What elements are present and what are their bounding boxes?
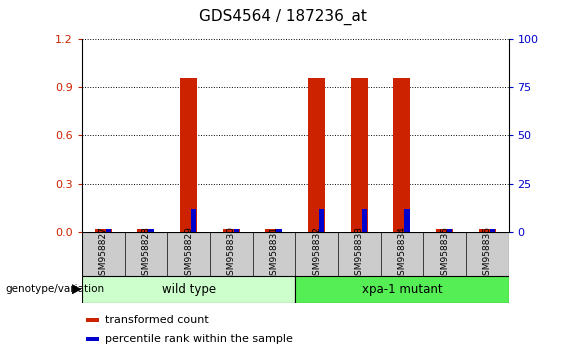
Bar [393, 78, 410, 232]
Bar [95, 229, 112, 232]
Bar [319, 209, 324, 232]
Text: wild type: wild type [162, 283, 216, 296]
Text: GSM958829: GSM958829 [184, 227, 193, 281]
Bar [295, 276, 508, 303]
Text: GSM958836: GSM958836 [483, 227, 492, 281]
Bar [180, 78, 197, 232]
Bar [447, 229, 452, 232]
Bar [137, 229, 154, 232]
Bar [490, 229, 495, 232]
Text: GSM958834: GSM958834 [397, 227, 406, 281]
Bar [276, 229, 281, 232]
Text: transformed count: transformed count [106, 315, 209, 325]
Text: GSM958835: GSM958835 [440, 227, 449, 281]
Bar [436, 229, 453, 232]
Bar [362, 209, 367, 232]
Text: GDS4564 / 187236_at: GDS4564 / 187236_at [198, 9, 367, 25]
Text: xpa-1 mutant: xpa-1 mutant [362, 283, 442, 296]
Bar [106, 229, 111, 232]
Bar [479, 229, 496, 232]
Text: GSM958831: GSM958831 [270, 227, 279, 281]
Bar [223, 229, 240, 232]
Text: GSM958827: GSM958827 [99, 227, 108, 281]
Bar [191, 209, 196, 232]
Text: GSM958832: GSM958832 [312, 227, 321, 281]
Bar [234, 229, 239, 232]
Polygon shape [72, 285, 81, 294]
Text: percentile rank within the sample: percentile rank within the sample [106, 333, 293, 344]
Text: GSM958830: GSM958830 [227, 227, 236, 281]
Text: GSM958833: GSM958833 [355, 227, 364, 281]
Text: GSM958828: GSM958828 [141, 227, 150, 281]
Bar [82, 276, 295, 303]
Bar [86, 319, 99, 322]
Bar [266, 229, 282, 232]
Bar [308, 78, 325, 232]
Bar [86, 337, 99, 341]
Bar [149, 229, 154, 232]
Bar [405, 209, 410, 232]
Text: genotype/variation: genotype/variation [6, 284, 105, 294]
Bar [351, 78, 368, 232]
